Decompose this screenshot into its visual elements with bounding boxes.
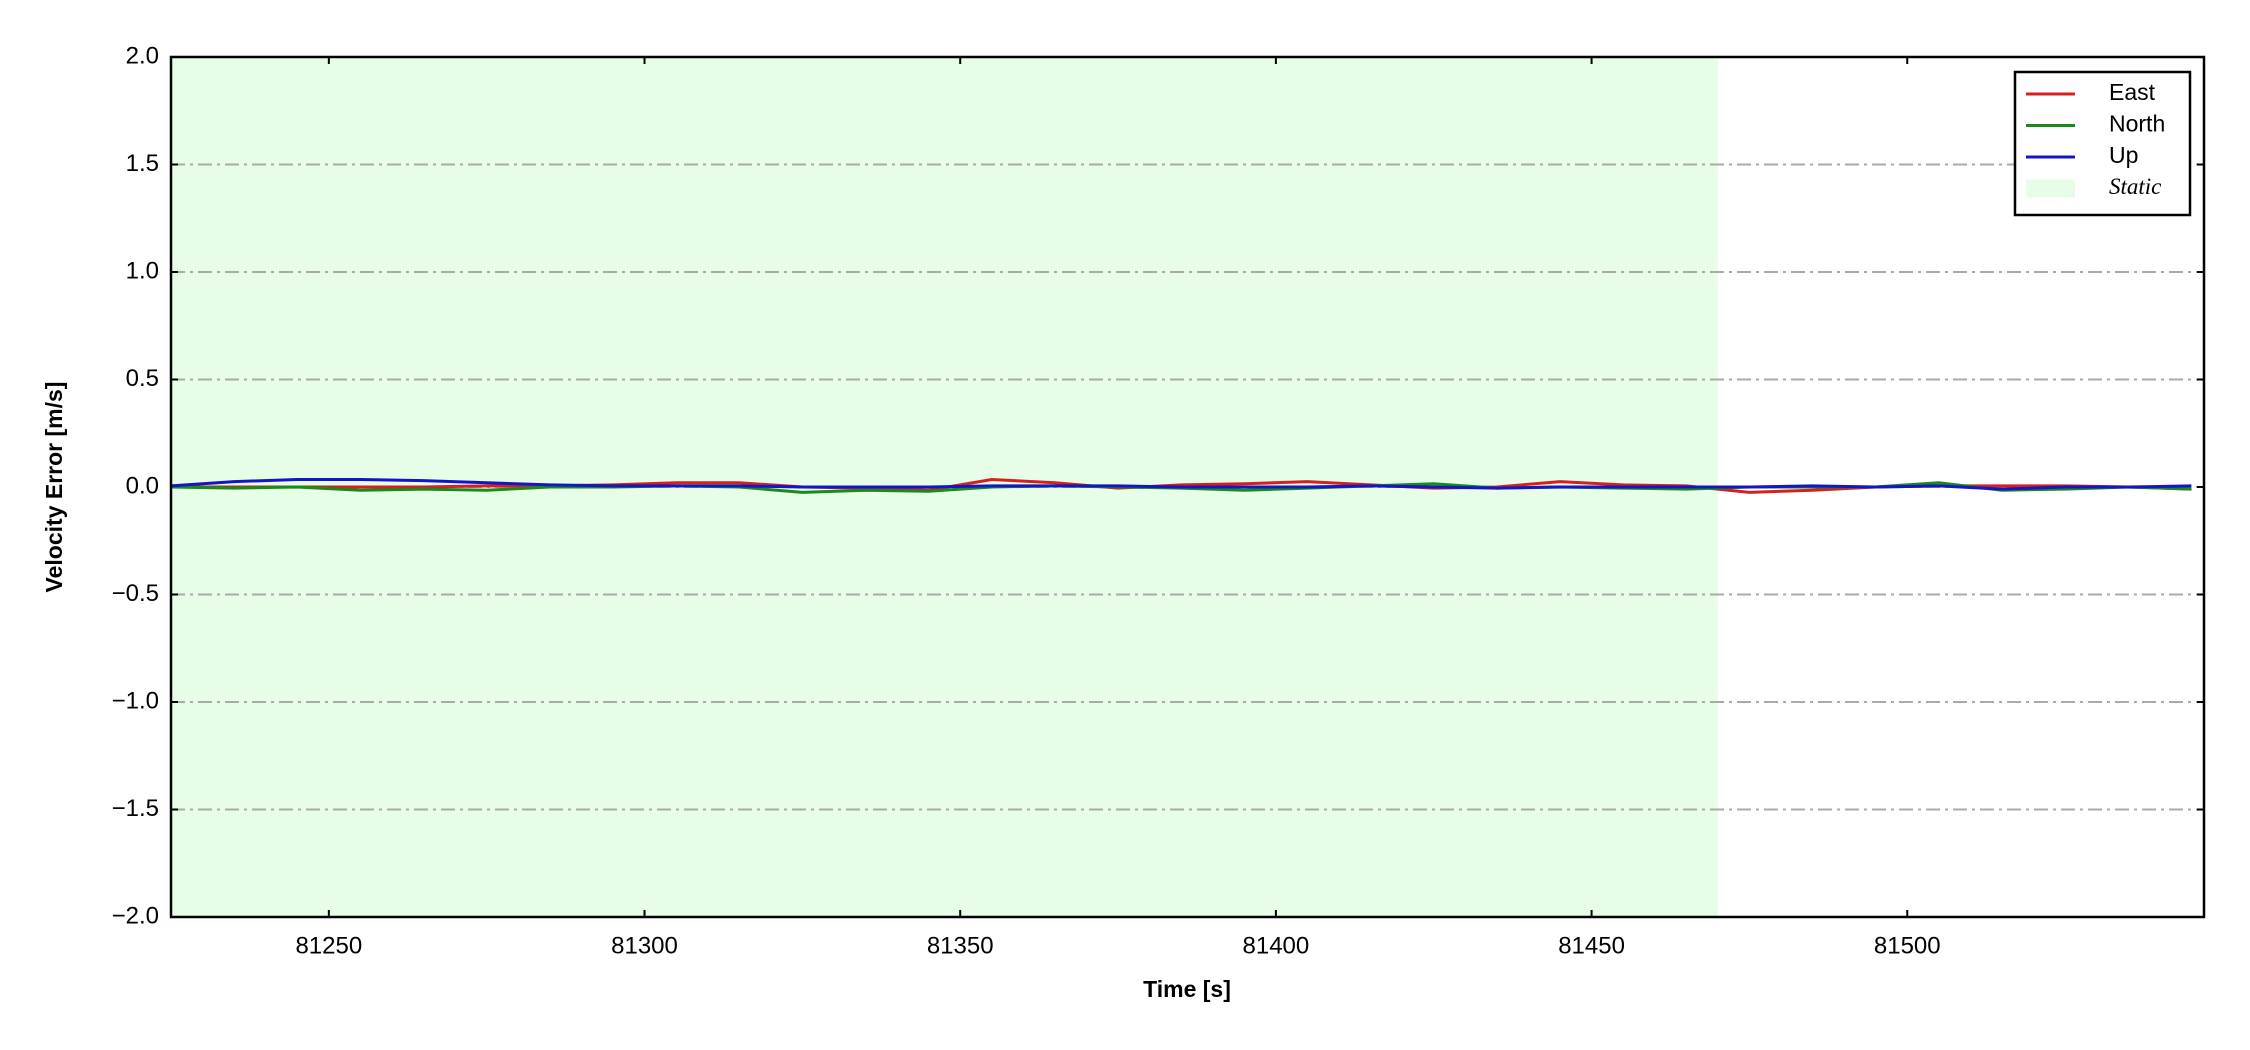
y-tick-label: −2.0 <box>112 902 159 929</box>
y-tick-label: −1.0 <box>112 687 159 714</box>
y-tick-label: 0.0 <box>126 472 159 499</box>
y-tick-label: 1.0 <box>126 257 159 284</box>
legend-label: North <box>2109 111 2165 137</box>
y-tick-label: −0.5 <box>112 580 159 607</box>
y-tick-label: 2.0 <box>126 42 159 69</box>
y-tick-label: 0.5 <box>126 365 159 392</box>
y-tick-label: −1.5 <box>112 795 159 822</box>
legend-label: East <box>2109 79 2156 105</box>
series-line <box>170 478 2192 491</box>
x-tick-label: 81400 <box>1243 932 1310 959</box>
legend-label: Up <box>2109 142 2138 168</box>
x-tick-label: 81300 <box>611 932 678 959</box>
x-tick-label: 81500 <box>1874 932 1941 959</box>
y-axis-label: Velocity Error [m/s] <box>41 382 67 593</box>
y-tick-label: 1.5 <box>126 150 159 177</box>
x-axis-label: Time [s] <box>1143 976 1231 1002</box>
legend-swatch <box>2026 179 2075 198</box>
x-tick-label: 81350 <box>927 932 994 959</box>
legend-label: Static <box>2109 174 2161 199</box>
x-tick-label: 81450 <box>1558 932 1625 959</box>
x-tick-label: 81250 <box>295 932 362 959</box>
legend: East North Up Static <box>2013 70 2192 217</box>
plot-frame <box>169 55 2206 919</box>
